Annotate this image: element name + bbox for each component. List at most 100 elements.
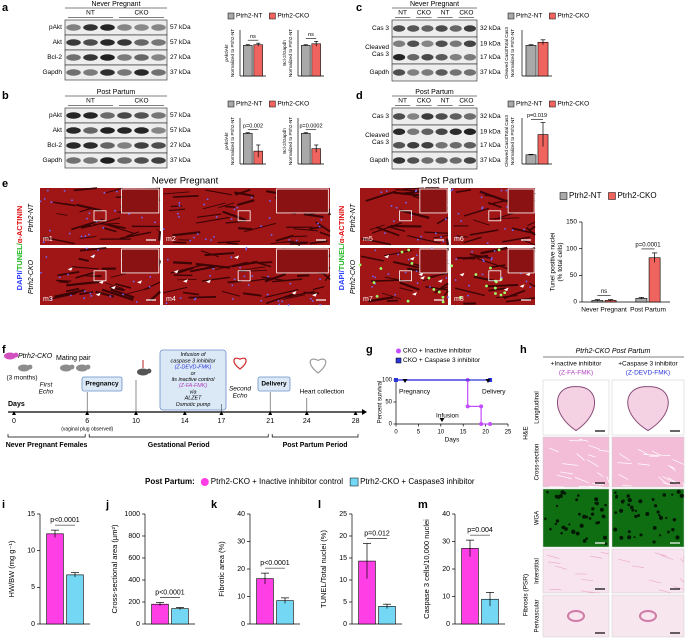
y-axis-label-line: Normalized to Ptrh2-NT: [230, 29, 235, 77]
kda-label: 32 kDa: [480, 113, 501, 120]
blot-band: [435, 157, 448, 164]
cell-border: [562, 463, 579, 466]
nucleus: [141, 216, 143, 219]
blot-band: [421, 69, 434, 76]
blot-band: [66, 112, 81, 119]
fiber-gap: [360, 255, 384, 262]
cell-lumen: [658, 515, 664, 520]
panel-letter: h: [520, 344, 527, 356]
cell-lumen: [679, 493, 684, 498]
fiber-gap: [221, 290, 240, 297]
day-label: 10: [132, 418, 140, 425]
day-marker: [182, 411, 187, 415]
row-label: Akt: [53, 39, 63, 46]
cell-border: [658, 454, 671, 457]
y-tick-label: 40: [442, 511, 450, 518]
mouse-body: [4, 352, 16, 360]
tunel-nucleus: [400, 250, 404, 254]
legend-label: Ptrh2-NT: [516, 13, 542, 20]
fiber-gap: [234, 191, 255, 198]
tunel-nucleus: [432, 288, 436, 291]
fiber-gap: [503, 289, 526, 300]
mouse-body: [18, 364, 30, 372]
y-axis-label: Cross-sectional area (µm²): [110, 524, 119, 613]
blot-band: [421, 128, 434, 135]
stain-part: α-ACTININ: [337, 206, 346, 244]
tl-text: Ptrh2-CKO: [18, 353, 53, 360]
nucleus: [434, 232, 437, 235]
blot-band: [463, 40, 476, 47]
kda-label: 19 kDa: [480, 40, 501, 47]
blot-band: [117, 39, 132, 46]
fiber-gap: [303, 213, 324, 219]
y-tick-label: 100: [566, 245, 577, 252]
fiber-gap: [158, 231, 162, 241]
bar: [311, 43, 321, 77]
panel-letter: e: [2, 178, 8, 190]
legend-swatch: [507, 100, 515, 108]
cell-lumen: [561, 525, 566, 530]
cell-lumen: [627, 530, 631, 534]
fiber-gap: [189, 265, 216, 273]
blot-band: [83, 142, 98, 149]
inset: [276, 188, 329, 214]
fiber-gap: [239, 266, 266, 271]
fiber-gap: [65, 287, 80, 293]
histology-image: [542, 488, 610, 548]
nucleus: [154, 221, 156, 224]
nucleus: [287, 304, 290, 306]
error-bar: [303, 44, 308, 46]
cell-border: [668, 465, 677, 472]
tl-text-line: Osmotic pump: [176, 402, 211, 408]
inset: [419, 248, 448, 274]
y-tick-label: 100: [382, 378, 393, 384]
nucleus: [250, 196, 253, 199]
bar: [66, 574, 84, 625]
nucleus: [122, 293, 124, 296]
tl-box: [257, 376, 291, 392]
arrowhead: [110, 285, 116, 290]
x-tick-label: Post Partum: [630, 307, 666, 314]
blot-band: [100, 39, 115, 46]
row-label: Cross-section: [535, 444, 541, 481]
cell-lumen: [659, 534, 662, 537]
cell-border: [667, 477, 678, 484]
error-bar: [261, 572, 269, 585]
blot-band: [66, 127, 81, 134]
collagen: [654, 552, 667, 557]
blot-band: [393, 128, 406, 135]
blot-band: [66, 54, 81, 61]
column-drug: (Z-FA-FMK): [559, 370, 593, 377]
survival-marker: [465, 404, 470, 409]
row-label: Cleaved Cas 3: [365, 44, 389, 58]
legend-label: Ptrh2-CKO + Caspase3 inhibitor: [360, 477, 475, 486]
hist-title: Ptrh2-CKO Post Partum: [576, 348, 651, 355]
fiber-gap: [56, 213, 68, 216]
nucleus: [46, 189, 49, 192]
arrowhead: [95, 292, 101, 297]
cell-lumen: [627, 503, 631, 507]
fiber-gap: [225, 220, 247, 224]
fiber-gap: [226, 242, 239, 245]
fiber-gap: [71, 218, 104, 231]
fiber-gap: [126, 287, 151, 295]
day-label: 24: [303, 418, 311, 425]
day-marker: [134, 411, 138, 415]
kda-label: 37 kDa: [170, 157, 191, 164]
collagen: [659, 589, 672, 594]
blot-band: [134, 39, 149, 46]
vessel: [567, 610, 585, 622]
heart-icon: [233, 357, 247, 370]
nucleus: [454, 279, 457, 281]
error-bar: [383, 603, 391, 609]
cell-border: [578, 486, 594, 488]
legend-swatch: [507, 12, 515, 20]
nucleus: [45, 256, 48, 258]
y-axis-label-line: Normalized to Ptrh2-NT: [288, 29, 293, 77]
panel-letter: j: [105, 499, 109, 511]
nucleus: [97, 249, 99, 251]
fiber-gap: [422, 272, 446, 282]
blot-band: [66, 24, 81, 31]
nucleus: [289, 282, 292, 285]
histology-image: [542, 548, 610, 594]
